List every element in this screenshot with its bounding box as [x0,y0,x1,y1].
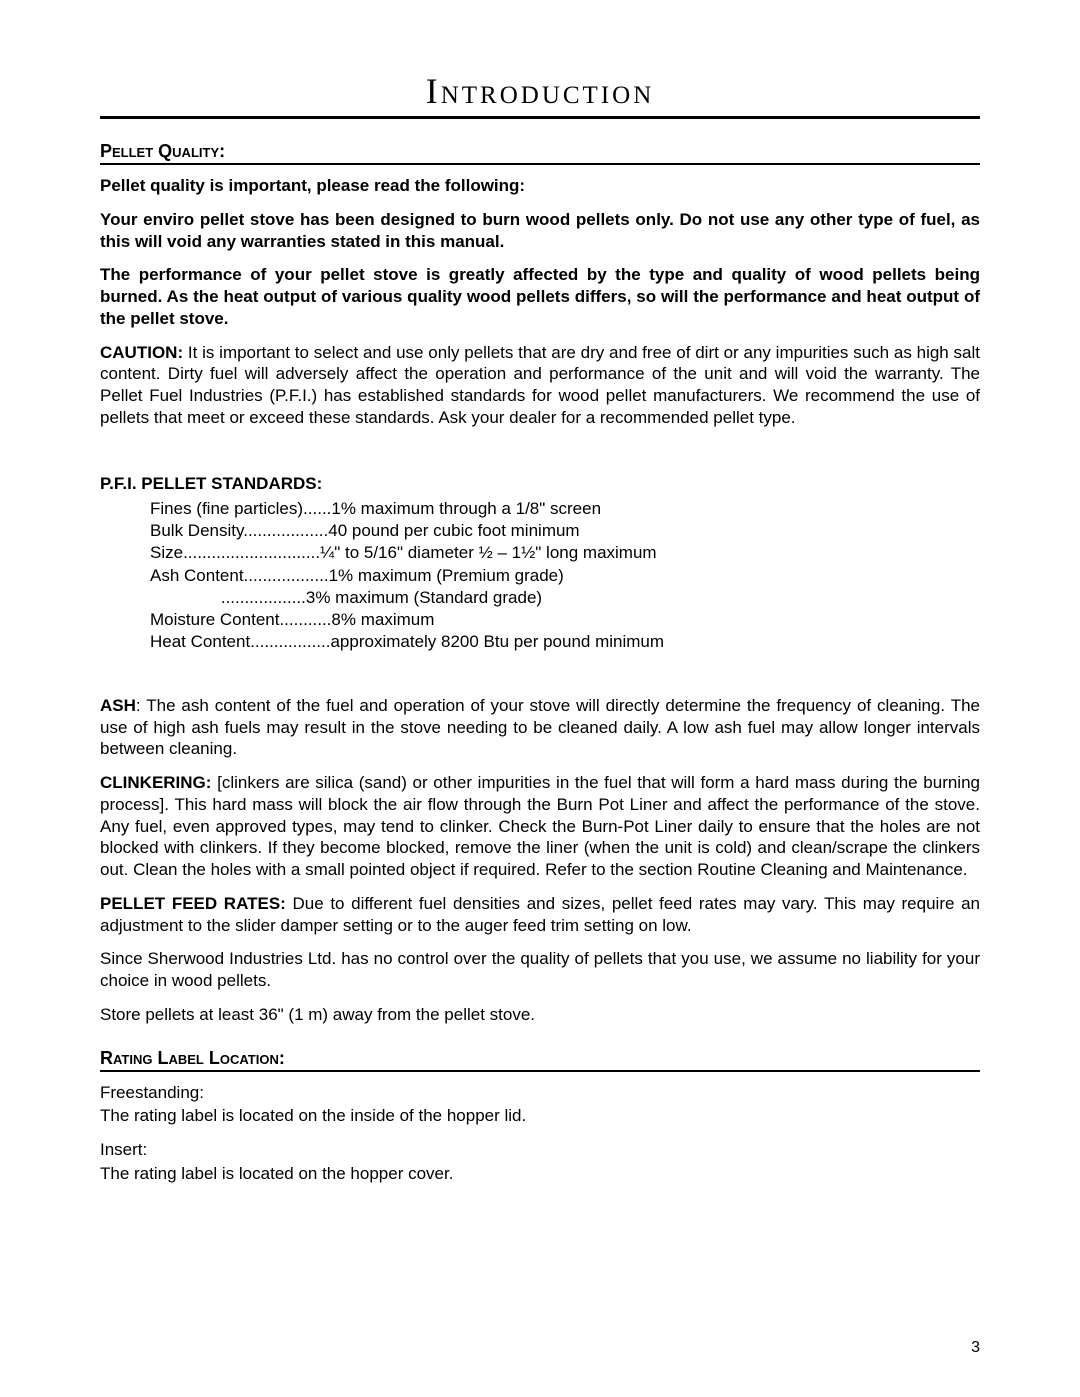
standards-block: Fines (fine particles)......1% maximum t… [150,498,980,653]
standards-row: Moisture Content...........8% maximum [150,609,980,631]
standards-row: Size.............................¼" to 5… [150,542,980,564]
section-heading-rating-label: Rating Label Location: [100,1048,980,1072]
ash-body: : The ash content of the fuel and operat… [100,696,980,759]
clinkering-label: CLINKERING: [100,773,211,792]
standards-row: Ash Content..................1% maximum … [150,565,980,587]
standards-row: Bulk Density..................40 pound p… [150,520,980,542]
page-number: 3 [971,1339,980,1357]
liability-paragraph: Since Sherwood Industries Ltd. has no co… [100,948,980,992]
standards-row: Fines (fine particles)......1% maximum t… [150,498,980,520]
document-page: Introduction Pellet Quality: Pellet qual… [0,0,1080,1397]
clinkering-paragraph: CLINKERING: [clinkers are silica (sand) … [100,772,980,881]
caution-body: It is important to select and use only p… [100,343,980,427]
ash-paragraph: ASH: The ash content of the fuel and ope… [100,695,980,760]
feed-rates-label: PELLET FEED RATES: [100,894,286,913]
page-title: Introduction [100,70,980,112]
freestanding-body: The rating label is located on the insid… [100,1105,980,1127]
pellet-quality-p2: The performance of your pellet stove is … [100,264,980,329]
insert-body: The rating label is located on the hoppe… [100,1163,980,1185]
title-rule [100,116,980,119]
clinkering-body: [clinkers are silica (sand) or other imp… [100,773,980,879]
freestanding-label: Freestanding: [100,1082,980,1104]
feed-rates-paragraph: PELLET FEED RATES: Due to different fuel… [100,893,980,937]
storage-paragraph: Store pellets at least 36" (1 m) away fr… [100,1004,980,1026]
standards-row: ..................3% maximum (Standard g… [150,587,980,609]
standards-heading: P.F.I. PELLET STANDARDS: [100,473,980,495]
pellet-quality-p1: Your enviro pellet stove has been design… [100,209,980,253]
caution-label: CAUTION: [100,343,183,362]
pellet-quality-intro: Pellet quality is important, please read… [100,175,980,197]
caution-paragraph: CAUTION: It is important to select and u… [100,342,980,429]
standards-row: Heat Content.................approximate… [150,631,980,653]
section-heading-pellet-quality: Pellet Quality: [100,141,980,165]
insert-label: Insert: [100,1139,980,1161]
ash-label: ASH [100,696,136,715]
